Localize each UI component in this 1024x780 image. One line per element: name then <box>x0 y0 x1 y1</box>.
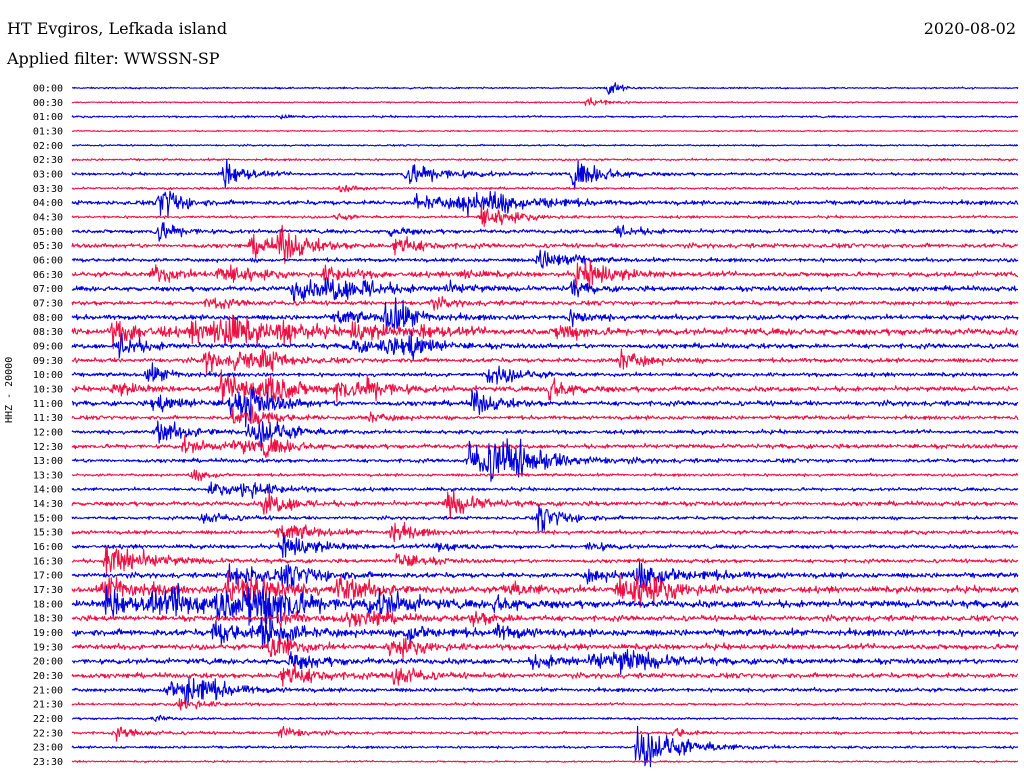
row-time-label: 05:00 <box>33 227 63 238</box>
row-time-label: 01:30 <box>33 126 63 137</box>
trace-row-13:00 <box>71 438 1019 482</box>
row-time-label: 23:30 <box>33 757 63 768</box>
trace-row-21:30 <box>71 698 1019 711</box>
row-time-label: 06:00 <box>33 255 63 266</box>
row-time-label: 15:30 <box>33 528 63 539</box>
trace-row-16:30 <box>71 545 1019 576</box>
row-time-label: 21:00 <box>33 685 63 696</box>
trace-row-05:00 <box>71 221 1019 242</box>
row-time-label: 00:30 <box>33 98 63 109</box>
row-time-label: 05:30 <box>33 241 63 252</box>
trace-row-01:00 <box>71 114 1019 120</box>
row-time-label: 21:30 <box>33 700 63 711</box>
trace-row-20:00 <box>71 649 1019 675</box>
row-time-label: 07:00 <box>33 284 63 295</box>
trace-row-18:00 <box>71 582 1019 638</box>
row-time-label: 08:00 <box>33 313 63 324</box>
trace-row-10:30 <box>71 369 1019 405</box>
row-time-label: 02:30 <box>33 155 63 166</box>
trace-row-07:30 <box>71 296 1019 311</box>
trace-row-02:30 <box>71 157 1019 162</box>
trace-row-02:00 <box>71 143 1019 147</box>
trace-row-09:00 <box>71 331 1019 361</box>
trace-row-17:30 <box>71 571 1019 608</box>
trace-row-23:30 <box>71 759 1019 764</box>
trace-row-14:30 <box>71 488 1019 519</box>
trace-row-11:00 <box>71 386 1019 428</box>
row-time-label: 20:30 <box>33 671 63 682</box>
trace-row-04:30 <box>71 203 1019 227</box>
trace-row-03:00 <box>71 158 1019 190</box>
trace-row-22:30 <box>71 725 1019 742</box>
trace-row-18:30 <box>71 610 1019 628</box>
trace-row-10:00 <box>71 362 1019 385</box>
trace-row-00:30 <box>71 97 1019 107</box>
row-time-label: 08:30 <box>33 327 63 338</box>
row-time-label: 14:30 <box>33 499 63 510</box>
trace-row-11:30 <box>71 403 1019 428</box>
row-time-label: 09:30 <box>33 356 63 367</box>
row-time-label: 04:00 <box>33 198 63 209</box>
filter-label: Applied filter: WWSSN-SP <box>7 49 220 68</box>
row-time-label: 02:00 <box>33 141 63 152</box>
trace-row-23:00 <box>71 725 1019 768</box>
trace-row-06:00 <box>71 249 1019 269</box>
row-time-label: 06:30 <box>33 270 63 281</box>
trace-row-14:00 <box>71 481 1019 499</box>
trace-row-09:30 <box>71 348 1019 375</box>
row-time-label: 20:00 <box>33 657 63 668</box>
trace-row-22:00 <box>71 714 1019 723</box>
trace-row-21:00 <box>71 677 1019 705</box>
row-time-label: 15:00 <box>33 513 63 524</box>
trace-row-07:00 <box>71 277 1019 303</box>
row-time-label: 11:30 <box>33 413 63 424</box>
trace-row-20:30 <box>71 663 1019 687</box>
trace-row-15:30 <box>71 521 1019 543</box>
row-time-label: 11:00 <box>33 399 63 410</box>
station-title: HT Evgiros, Lefkada island <box>7 19 228 38</box>
trace-row-08:30 <box>71 314 1019 350</box>
row-time-label: 18:00 <box>33 599 63 610</box>
trace-row-13:30 <box>71 469 1019 482</box>
row-time-label: 03:00 <box>33 169 63 180</box>
date-label: 2020-08-02 <box>923 19 1016 38</box>
trace-row-19:30 <box>71 637 1019 660</box>
trace-row-01:30 <box>71 129 1019 133</box>
row-time-label: 01:00 <box>33 112 63 123</box>
row-time-label: 19:00 <box>33 628 63 639</box>
trace-row-05:30 <box>71 224 1019 264</box>
trace-row-06:30 <box>71 259 1019 290</box>
trace-row-03:30 <box>71 184 1019 193</box>
trace-row-19:00 <box>71 617 1019 650</box>
row-time-label: 19:30 <box>33 642 63 653</box>
row-time-label: 18:30 <box>33 614 63 625</box>
row-time-label: 09:00 <box>33 341 63 352</box>
row-time-label: 23:00 <box>33 743 63 754</box>
trace-row-17:00 <box>71 561 1019 593</box>
row-time-label: 04:30 <box>33 212 63 223</box>
trace-row-12:00 <box>71 420 1019 452</box>
row-time-label: 22:00 <box>33 714 63 725</box>
row-time-label: 13:30 <box>33 470 63 481</box>
trace-row-00:00 <box>71 82 1019 95</box>
row-time-label: 17:00 <box>33 571 63 582</box>
row-time-label: 00:00 <box>33 84 63 95</box>
trace-row-16:00 <box>71 532 1019 558</box>
row-time-label: 13:00 <box>33 456 63 467</box>
row-time-label: 16:00 <box>33 542 63 553</box>
row-time-label: 22:30 <box>33 728 63 739</box>
row-time-label: 14:00 <box>33 485 63 496</box>
row-time-label: 16:30 <box>33 556 63 567</box>
row-time-label: 12:30 <box>33 442 63 453</box>
row-time-label: 03:30 <box>33 184 63 195</box>
row-time-label: 12:00 <box>33 427 63 438</box>
row-time-label: 10:00 <box>33 370 63 381</box>
row-time-label: 07:30 <box>33 298 63 309</box>
row-time-label: 10:30 <box>33 384 63 395</box>
trace-row-15:00 <box>71 505 1019 533</box>
trace-row-12:30 <box>71 434 1019 459</box>
row-time-label: 17:30 <box>33 585 63 596</box>
trace-row-04:00 <box>71 190 1019 218</box>
